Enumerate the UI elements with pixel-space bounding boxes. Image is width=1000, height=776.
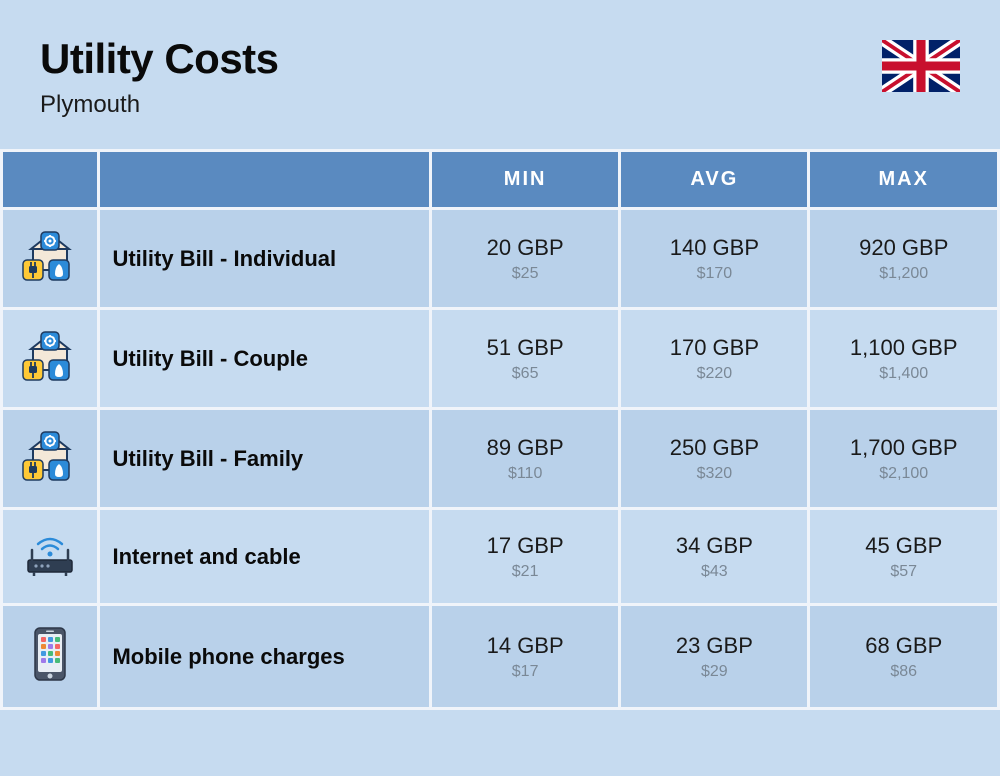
row-label: Utility Bill - Couple bbox=[100, 310, 429, 407]
value-main: 250 GBP bbox=[631, 435, 797, 461]
cell-min: 14 GBP $17 bbox=[432, 606, 618, 707]
row-label: Utility Bill - Individual bbox=[100, 210, 429, 307]
value-sub: $57 bbox=[820, 563, 987, 581]
value-main: 170 GBP bbox=[631, 335, 797, 361]
costs-table: MIN AVG MAX Utility Bill - Individual20 … bbox=[0, 149, 1000, 710]
value-main: 89 GBP bbox=[442, 435, 608, 461]
value-main: 14 GBP bbox=[442, 633, 608, 659]
phone-icon bbox=[3, 606, 97, 707]
value-sub: $86 bbox=[820, 663, 987, 681]
page-subtitle: Plymouth bbox=[40, 91, 279, 119]
cell-max: 68 GBP $86 bbox=[810, 606, 997, 707]
cell-avg: 140 GBP $170 bbox=[621, 210, 807, 307]
cell-avg: 170 GBP $220 bbox=[621, 310, 807, 407]
value-main: 34 GBP bbox=[631, 533, 797, 559]
value-main: 68 GBP bbox=[820, 633, 987, 659]
value-sub: $2,100 bbox=[820, 465, 987, 483]
value-main: 17 GBP bbox=[442, 533, 608, 559]
table-row: Utility Bill - Individual 20 GBP $25 140 GB… bbox=[3, 210, 997, 307]
th-icon bbox=[3, 152, 97, 207]
cell-min: 17 GBP $21 bbox=[432, 510, 618, 603]
cell-max: 45 GBP $57 bbox=[810, 510, 997, 603]
page-title: Utility Costs bbox=[40, 35, 279, 83]
row-label: Internet and cable bbox=[100, 510, 429, 603]
value-sub: $1,200 bbox=[820, 265, 987, 283]
value-sub: $43 bbox=[631, 563, 797, 581]
title-block: Utility Costs Plymouth bbox=[40, 35, 279, 119]
value-sub: $21 bbox=[442, 563, 608, 581]
value-main: 140 GBP bbox=[631, 235, 797, 261]
utility-icon bbox=[3, 310, 97, 407]
value-sub: $320 bbox=[631, 465, 797, 483]
cell-max: 1,100 GBP $1,400 bbox=[810, 310, 997, 407]
table-row: Utility Bill - Couple 51 GBP $65 170 GBP $22… bbox=[3, 310, 997, 407]
th-avg: AVG bbox=[621, 152, 807, 207]
router-icon bbox=[3, 510, 97, 603]
value-main: 1,700 GBP bbox=[820, 435, 987, 461]
value-sub: $170 bbox=[631, 265, 797, 283]
cell-avg: 34 GBP $43 bbox=[621, 510, 807, 603]
uk-flag-icon bbox=[882, 40, 960, 92]
value-sub: $25 bbox=[442, 265, 608, 283]
cell-max: 1,700 GBP $2,100 bbox=[810, 410, 997, 507]
value-sub: $220 bbox=[631, 365, 797, 383]
row-label: Mobile phone charges bbox=[100, 606, 429, 707]
cell-min: 20 GBP $25 bbox=[432, 210, 618, 307]
utility-icon bbox=[3, 410, 97, 507]
cell-min: 51 GBP $65 bbox=[432, 310, 618, 407]
value-main: 20 GBP bbox=[442, 235, 608, 261]
cell-avg: 250 GBP $320 bbox=[621, 410, 807, 507]
row-label: Utility Bill - Family bbox=[100, 410, 429, 507]
value-sub: $29 bbox=[631, 663, 797, 681]
value-sub: $17 bbox=[442, 663, 608, 681]
value-sub: $1,400 bbox=[820, 365, 987, 383]
th-label bbox=[100, 152, 429, 207]
cell-max: 920 GBP $1,200 bbox=[810, 210, 997, 307]
value-main: 920 GBP bbox=[820, 235, 987, 261]
table-header-row: MIN AVG MAX bbox=[3, 152, 997, 207]
value-sub: $65 bbox=[442, 365, 608, 383]
value-main: 51 GBP bbox=[442, 335, 608, 361]
utility-icon bbox=[3, 210, 97, 307]
value-main: 45 GBP bbox=[820, 533, 987, 559]
th-max: MAX bbox=[810, 152, 997, 207]
value-main: 1,100 GBP bbox=[820, 335, 987, 361]
table-row: Mobile phone charges 14 GBP $17 23 GBP $29 68… bbox=[3, 606, 997, 707]
cell-min: 89 GBP $110 bbox=[432, 410, 618, 507]
value-sub: $110 bbox=[442, 465, 608, 483]
value-main: 23 GBP bbox=[631, 633, 797, 659]
table-row: Utility Bill - Family 89 GBP $110 250 GBP $3… bbox=[3, 410, 997, 507]
th-min: MIN bbox=[432, 152, 618, 207]
table-row: Internet and cable 17 GBP $21 34 GBP $43 45 G… bbox=[3, 510, 997, 603]
cell-avg: 23 GBP $29 bbox=[621, 606, 807, 707]
header: Utility Costs Plymouth bbox=[0, 35, 1000, 149]
